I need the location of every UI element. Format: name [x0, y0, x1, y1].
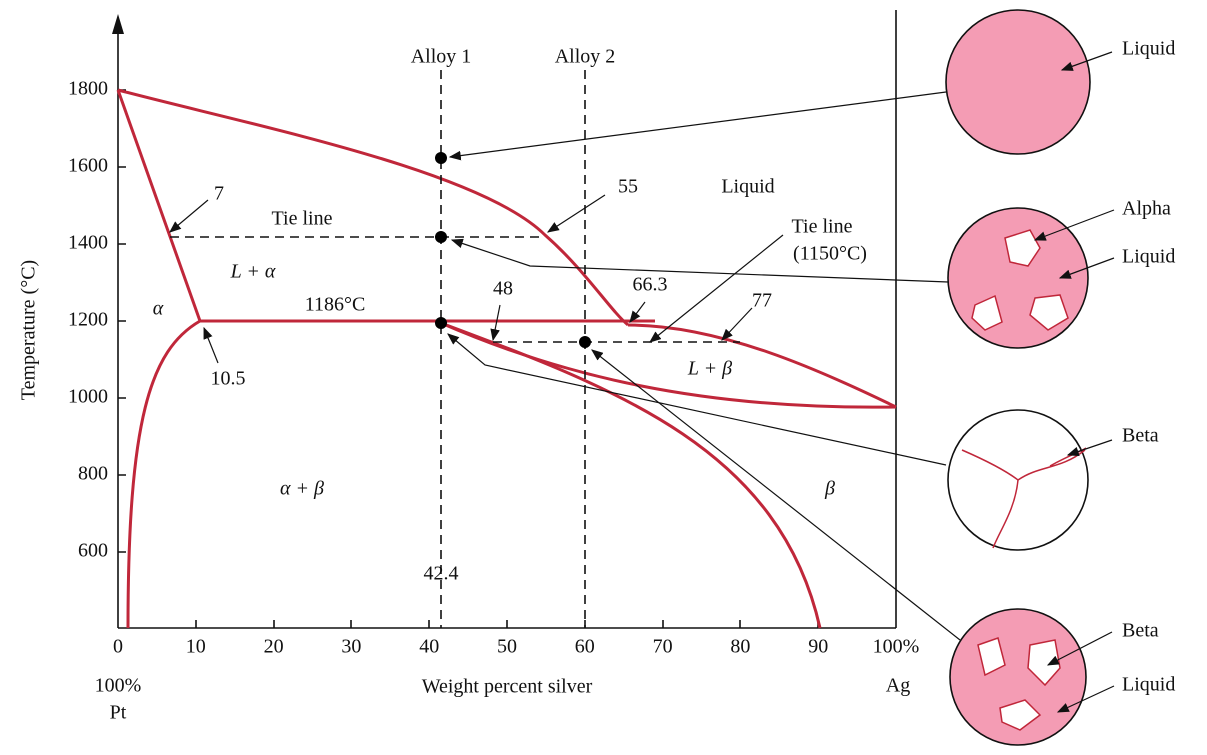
phase-boundaries: [118, 90, 896, 628]
x-tick-label: 10: [186, 636, 206, 658]
micrograph-label: Liquid: [1122, 246, 1175, 268]
annotation: 77: [752, 290, 772, 312]
x-tick-label: 20: [264, 636, 284, 658]
construction-lines: [170, 70, 740, 628]
micrograph-label: Beta: [1122, 425, 1159, 447]
x-tick-label: 70: [653, 636, 673, 658]
x-tick-label: 40: [419, 636, 439, 658]
x-end-label: Pt: [110, 702, 127, 724]
x-end-label: 100%: [95, 675, 142, 697]
x-tick-label: 0: [113, 636, 123, 658]
micrograph-label: Liquid: [1122, 38, 1175, 60]
y-tick-label: 1600: [68, 155, 108, 177]
annotation: Tie line: [272, 208, 333, 230]
annotation: L + β: [687, 358, 732, 380]
phase-diagram: Temperature (°C) Weight percent silver 1…: [0, 0, 1207, 755]
x-tick-label: 60: [575, 636, 595, 658]
alloy-label: Alloy 2: [555, 46, 616, 68]
annotation: 42.4: [424, 563, 459, 585]
y-tick-label: 800: [78, 463, 108, 485]
annotation: (1150°C): [793, 243, 867, 265]
annotation: 10.5: [211, 368, 246, 390]
annotation: α + β: [280, 478, 324, 500]
annotation: 7: [214, 183, 224, 205]
annotation: Liquid: [721, 176, 774, 198]
annotation: 55: [618, 176, 638, 198]
micrograph-label: Alpha: [1122, 198, 1171, 220]
x-end-label: Ag: [886, 675, 910, 697]
y-axis-label: Temperature (°C): [18, 260, 40, 400]
annotation: 66.3: [633, 274, 668, 296]
annotation: α: [153, 298, 164, 320]
micrographs: [946, 10, 1114, 745]
axes: [112, 10, 896, 628]
x-tick-label: 50: [497, 636, 517, 658]
annotation: L + α: [230, 261, 276, 283]
y-tick-label: 1800: [68, 78, 108, 100]
y-tick-label: 1400: [68, 232, 108, 254]
annotation: 1186°C: [305, 294, 366, 316]
annotation: β: [824, 478, 835, 500]
micrograph-label: Beta: [1122, 620, 1159, 642]
y-tick-label: 1200: [68, 309, 108, 331]
x-tick-label: 30: [341, 636, 361, 658]
leaders: [170, 92, 960, 640]
micrograph-label: Liquid: [1122, 674, 1175, 696]
annotation: 48: [493, 278, 513, 300]
y-tick-label: 1000: [68, 386, 108, 408]
x-tick-label: 100%: [873, 636, 920, 658]
annotation: Tie line: [792, 216, 853, 238]
y-tick-label: 600: [78, 540, 108, 562]
x-tick-label: 80: [730, 636, 750, 658]
x-axis-label: Weight percent silver: [422, 676, 593, 698]
x-tick-label: 90: [808, 636, 828, 658]
alloy-label: Alloy 1: [411, 46, 472, 68]
